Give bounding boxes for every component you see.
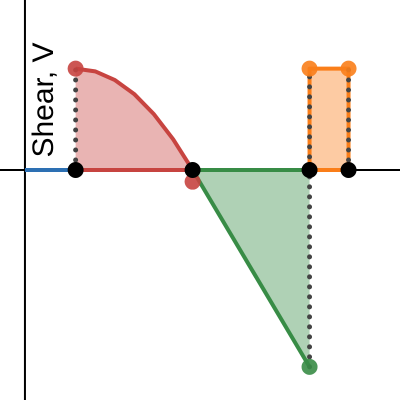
series-line <box>190 168 312 368</box>
point <box>301 358 318 375</box>
area <box>75 68 193 170</box>
point <box>340 161 357 178</box>
series-line <box>75 66 195 172</box>
point <box>67 60 84 77</box>
point <box>67 161 84 178</box>
point <box>301 60 318 77</box>
y-axis-label: Shear, V <box>27 42 60 157</box>
area <box>309 68 349 170</box>
point <box>184 173 201 190</box>
point <box>184 161 201 178</box>
point <box>301 161 318 178</box>
point <box>340 60 357 77</box>
